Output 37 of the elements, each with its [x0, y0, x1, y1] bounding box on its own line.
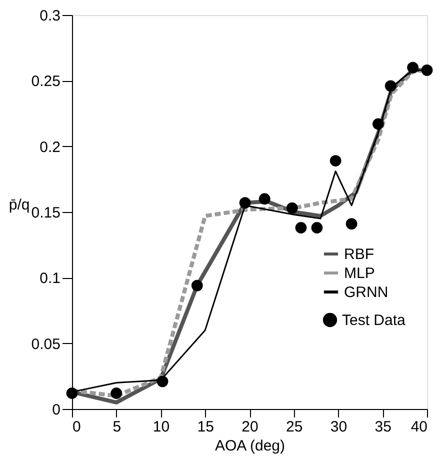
point	[295, 222, 307, 234]
point	[286, 202, 298, 214]
y-tick-label: 0.05	[31, 336, 60, 353]
point	[407, 62, 418, 74]
legend-label: MLP	[344, 265, 375, 282]
point	[239, 197, 251, 208]
x-tick-label: 40	[410, 418, 428, 436]
point	[372, 118, 384, 130]
point	[330, 155, 342, 166]
point	[191, 280, 203, 292]
x-tick-label: 5	[112, 418, 122, 436]
y-tick-label: 0.25	[31, 73, 60, 90]
point	[258, 193, 270, 205]
point	[346, 218, 358, 230]
y-tick-label: 0.1	[40, 270, 60, 288]
x-tick-label: 15	[197, 418, 214, 436]
x-axis-title: AOA (deg)	[214, 438, 286, 454]
y-tick-label: 0	[52, 402, 60, 418]
legend-label: GRNN	[344, 284, 388, 301]
y-axis-title: p̄/q	[8, 196, 30, 214]
x-tick-label: 30	[330, 418, 348, 436]
x-tick-label: 0	[72, 418, 81, 436]
legend-label: RBF	[344, 246, 374, 263]
y-tick-label: 0.2	[40, 138, 60, 156]
x-tick-label: 10	[152, 418, 170, 436]
y-tick-label: 0.15	[31, 204, 60, 222]
x-tick-label: 20	[242, 418, 258, 436]
x-tick-label: 25	[286, 418, 303, 436]
x-tick-label: 35	[374, 418, 392, 436]
point	[421, 64, 433, 76]
y-tick-label: 0.3	[40, 8, 60, 24]
point	[110, 388, 122, 399]
point	[311, 222, 323, 234]
point	[384, 80, 396, 92]
legend-label: Test Data	[342, 312, 406, 329]
point	[156, 376, 168, 388]
point	[66, 388, 78, 399]
